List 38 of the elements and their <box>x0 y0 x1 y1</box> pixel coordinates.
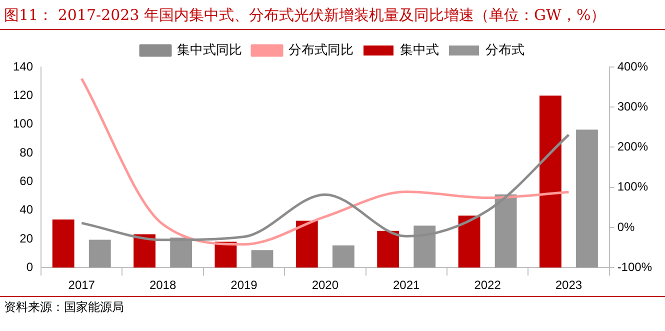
y2-tick-label: 400% <box>617 59 648 74</box>
y2-tick-label: 100% <box>617 180 648 194</box>
y2-tick-label: 300% <box>617 99 648 114</box>
x-tick-label: 2023 <box>555 278 582 292</box>
legend-label: 分布式同比 <box>288 42 354 58</box>
text: 资料来源：国家能源局 <box>0 296 665 318</box>
x-tick-label: 2017 <box>68 278 96 292</box>
y-tick-label: 140 <box>12 59 34 74</box>
bar <box>52 219 74 268</box>
bar <box>576 130 598 268</box>
bar <box>458 216 480 268</box>
y-tick-label: 40 <box>20 202 34 217</box>
bar <box>539 96 562 268</box>
y-tick-label: 60 <box>20 174 34 188</box>
x-tick-label: 2022 <box>474 278 502 292</box>
bar <box>296 220 318 268</box>
bar <box>134 234 156 268</box>
bar <box>88 240 111 268</box>
x-tick-label: 2019 <box>230 278 258 292</box>
x-tick-label: 2020 <box>312 278 339 292</box>
y-tick-label: 0 <box>26 260 34 274</box>
y-tick-label: 100 <box>12 116 34 131</box>
y-tick-label: 120 <box>12 88 34 102</box>
y2-tick-label: 0% <box>617 220 635 234</box>
legend-label: 分布式 <box>486 42 524 58</box>
legend-label: 集中式同比 <box>177 42 242 58</box>
y-tick-label: 20 <box>20 231 34 246</box>
chart-title: 图11： 2017-2023 年国内集中式、分布式光伏新增装机量及同比增速（单位：GW，%） <box>0 0 665 30</box>
y2-tick-label: 200% <box>617 140 648 154</box>
legend-label: 集中式 <box>400 42 439 58</box>
line-series <box>80 77 570 246</box>
y2-tick-label: -100% <box>617 260 652 274</box>
bar <box>251 250 274 268</box>
bar <box>332 245 354 268</box>
y-tick-label: 80 <box>20 145 34 160</box>
bar <box>377 230 400 268</box>
x-tick-label: 2018 <box>149 278 176 292</box>
x-tick-label: 2021 <box>393 278 420 292</box>
